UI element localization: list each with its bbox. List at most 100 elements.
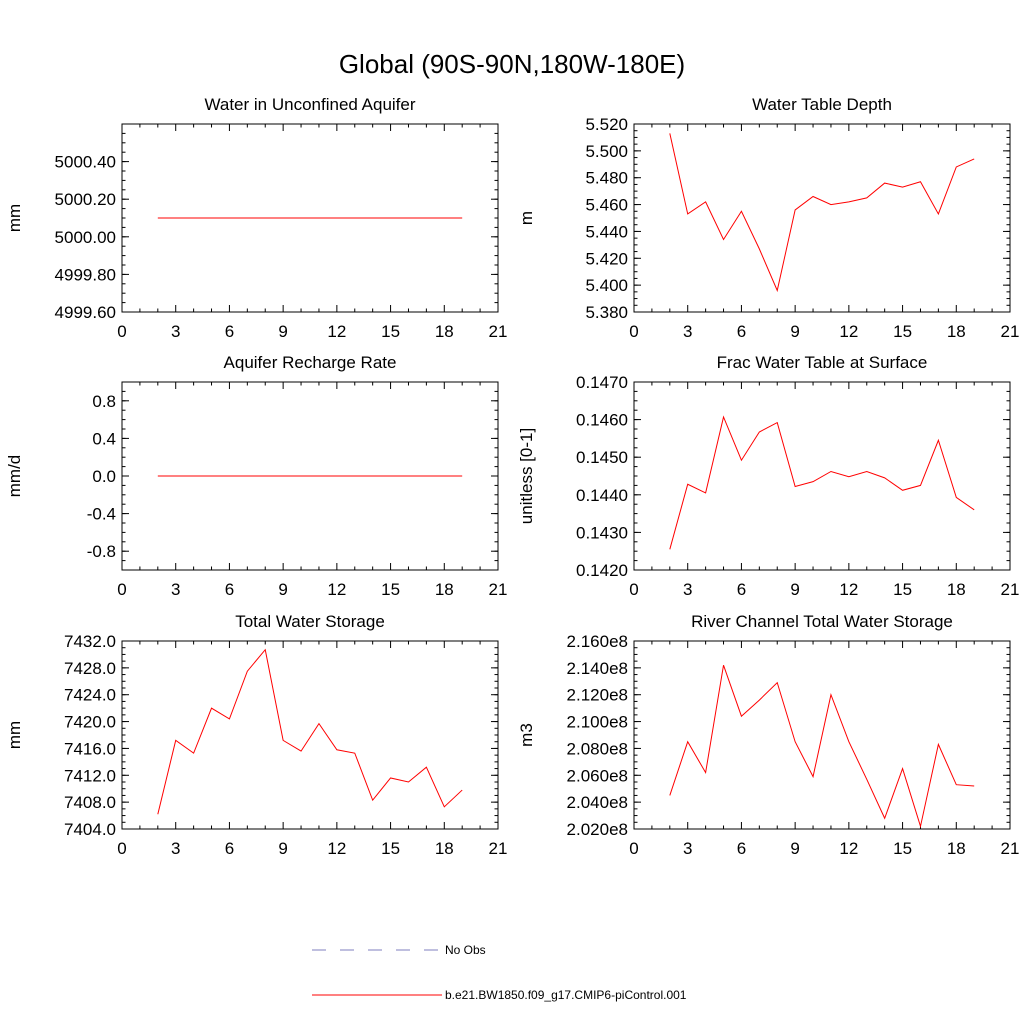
y-tick-label: 0.8 [92,392,116,411]
x-tick-label: 15 [893,322,912,341]
x-tick-label: 0 [629,839,638,858]
y-axis-label: m3 [517,723,536,747]
y-tick-label: 5.440 [585,222,628,241]
x-tick-label: 12 [327,322,346,341]
y-tick-label: 0.0 [92,467,116,486]
x-tick-label: 3 [171,322,180,341]
y-axis-label: mm [5,204,24,232]
legend-label-no-obs: No Obs [445,943,486,957]
y-axis-label: m [517,211,536,225]
y-tick-label: -0.4 [87,505,116,524]
y-tick-label: 7428.0 [64,659,116,678]
x-tick-label: 15 [381,839,400,858]
y-tick-label: 5000.40 [55,153,116,172]
y-tick-label: 0.1440 [576,486,628,505]
x-tick-label: 21 [1001,580,1020,599]
x-tick-label: 18 [947,580,966,599]
y-axis-label: unitless [0-1] [517,428,536,524]
y-tick-label: 0.1470 [576,373,628,392]
x-tick-label: 18 [435,322,454,341]
x-tick-label: 9 [790,839,799,858]
y-tick-label: 2.140e8 [567,659,628,678]
y-tick-label: -0.8 [87,542,116,561]
x-tick-label: 6 [737,580,746,599]
x-tick-label: 18 [947,839,966,858]
x-tick-label: 3 [683,322,692,341]
series-line [669,665,975,829]
x-tick-label: 6 [737,839,746,858]
x-tick-label: 12 [839,580,858,599]
chart-panel-3: Aquifer Recharge Rate mm/d 0 3 6 9 12 15 18 21 -0.… [5,353,507,599]
x-tick-label: 0 [629,580,638,599]
legend-label-model: b.e21.BW1850.f09_g17.CMIP6-piControl.001 [445,988,687,1002]
x-tick-label: 21 [489,839,508,858]
x-tick-label: 3 [171,839,180,858]
y-tick-label: 2.080e8 [567,739,628,758]
y-tick-label: 7420.0 [64,713,116,732]
y-tick-label: 7408.0 [64,793,116,812]
y-tick-label: 0.1460 [576,411,628,430]
y-tick-label: 7416.0 [64,739,116,758]
x-tick-label: 9 [278,580,287,599]
x-tick-label: 18 [435,580,454,599]
y-tick-label: 7424.0 [64,686,116,705]
y-tick-label: 0.1450 [576,448,628,467]
x-tick-label: 0 [117,580,126,599]
x-tick-label: 3 [171,580,180,599]
y-tick-label: 5.420 [585,249,628,268]
y-tick-label: 5.380 [585,303,628,322]
chart-title: River Channel Total Water Storage [691,612,953,631]
series-line [157,648,463,815]
y-tick-label: 4999.80 [55,265,116,284]
x-tick-label: 18 [947,322,966,341]
x-tick-label: 6 [737,322,746,341]
y-tick-label: 5000.20 [55,190,116,209]
chart-title: Total Water Storage [235,612,385,631]
chart-panel-6: River Channel Total Water Storage m3 0 3 6 9 1… [517,612,1019,858]
x-tick-label: 12 [327,839,346,858]
y-tick-label: 5.500 [585,142,628,161]
y-tick-label: 5000.00 [55,228,116,247]
x-tick-label: 21 [489,580,508,599]
x-tick-label: 15 [893,839,912,858]
y-tick-label: 5.460 [585,196,628,215]
chart-panel-4: Frac Water Table at Surface unitless [0-1… [517,353,1019,599]
series-line [669,133,975,293]
y-tick-label: 7412.0 [64,766,116,785]
y-tick-label: 0.1420 [576,561,628,580]
chart-panel-2: Water Table Depth m 0 3 6 9 12 15 18 21 5.380 5.400… [517,95,1019,341]
x-tick-label: 15 [381,580,400,599]
y-tick-label: 2.020e8 [567,820,628,839]
legend: No Obs b.e21.BW1850.f09_g17.CMIP6-piCont… [312,943,687,1002]
y-tick-label: 0.4 [92,429,116,448]
x-tick-label: 12 [839,839,858,858]
x-tick-label: 15 [381,322,400,341]
y-tick-label: 2.040e8 [567,793,628,812]
y-tick-label: 7404.0 [64,820,116,839]
y-tick-label: 2.120e8 [567,686,628,705]
x-tick-label: 6 [225,839,234,858]
x-tick-label: 0 [117,322,126,341]
x-tick-label: 21 [489,322,508,341]
x-tick-label: 0 [117,839,126,858]
chart-title: Aquifer Recharge Rate [224,353,397,372]
chart-panel-5: Total Water Storage mm 0 3 6 9 12 15 18 21 7404.0 7… [5,612,507,858]
y-axis-label: mm [5,721,24,749]
y-tick-label: 7432.0 [64,632,116,651]
chart-title: Frac Water Table at Surface [717,353,928,372]
y-tick-label: 2.060e8 [567,766,628,785]
figure-title: Global (90S-90N,180W-180E) [339,49,685,79]
chart-title: Water in Unconfined Aquifer [204,95,415,114]
x-tick-label: 6 [225,580,234,599]
x-tick-label: 9 [790,322,799,341]
y-tick-label: 5.400 [585,276,628,295]
y-axis-label: mm/d [5,455,24,498]
series-line [669,415,975,550]
panels: Water in Unconfined Aquifer mm 0 3 6 9 12 15 18 2… [5,95,1019,858]
x-tick-label: 21 [1001,322,1020,341]
y-tick-label: 4999.60 [55,303,116,322]
x-tick-label: 3 [683,839,692,858]
x-tick-label: 0 [629,322,638,341]
